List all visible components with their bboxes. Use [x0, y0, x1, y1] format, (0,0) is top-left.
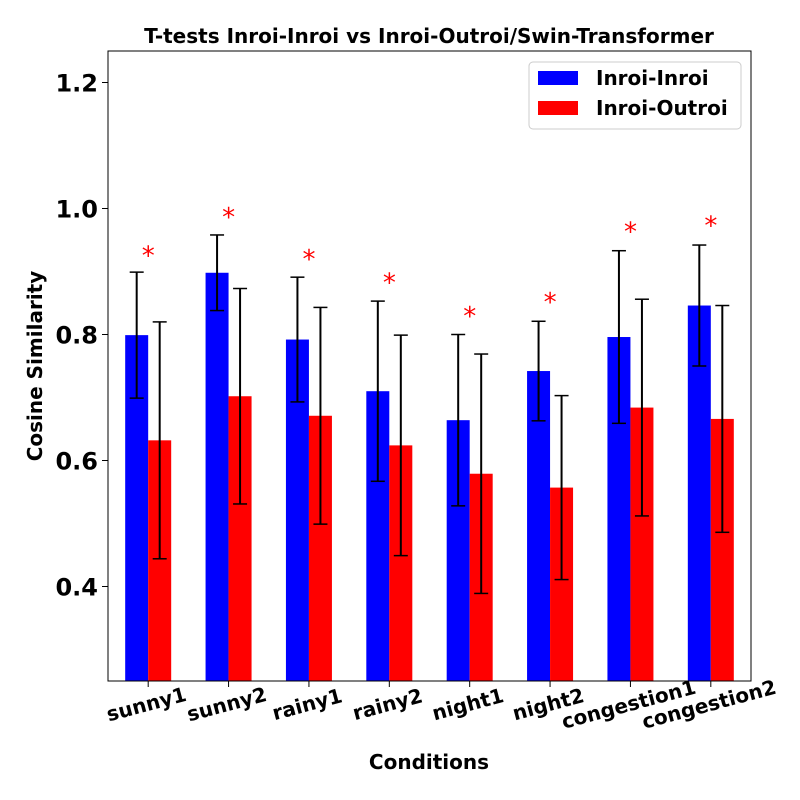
bar-inroi-outroi-congestion1: [630, 407, 654, 681]
significance-marker-night1: *: [463, 302, 476, 332]
bars-layer: [125, 272, 734, 681]
significance-marker-sunny2: *: [222, 203, 235, 233]
legend-swatch-inroi-outroi: [538, 101, 578, 115]
y-axis-label: Cosine Similarity: [23, 271, 47, 462]
errorbars-layer: [129, 234, 730, 595]
bar-inroi-outroi-rainy1: [308, 415, 332, 681]
significance-marker-sunny1: *: [142, 241, 155, 271]
significance-marker-rainy1: *: [302, 245, 315, 275]
bar-inroi-inroi-sunny2: [205, 272, 229, 681]
significance-marker-congestion2: *: [704, 212, 717, 242]
bar-inroi-outroi-night2: [550, 487, 574, 681]
significance-marker-congestion1: *: [624, 217, 637, 247]
legend-box: [528, 61, 742, 130]
y-axis: 0.4 0.6 0.8 1.0 1.2: [55, 70, 108, 602]
bar-inroi-inroi-rainy1: [285, 339, 309, 681]
x-axis-label: Conditions: [369, 750, 489, 774]
chart-title: T-tests Inroi-Inroi vs Inroi-Outroi/Swin…: [144, 24, 714, 48]
legend-swatch-inroi-inroi: [538, 71, 578, 85]
significance-marker-rainy2: *: [383, 268, 396, 298]
y-tick-label: 1.0: [55, 196, 98, 224]
y-tick-label: 0.6: [55, 448, 98, 476]
bar-inroi-outroi-congestion2: [710, 418, 734, 681]
bar-inroi-inroi-sunny1: [125, 335, 149, 681]
bar-inroi-inroi-rainy2: [366, 391, 390, 681]
bar-inroi-inroi-congestion2: [687, 305, 711, 681]
plot-frame: [107, 50, 752, 682]
y-tick-label: 1.2: [55, 70, 98, 98]
legend-label-inroi-outroi: Inroi-Outroi: [596, 96, 728, 120]
y-tick-label: 0.4: [55, 574, 98, 602]
y-tick-label: 0.8: [55, 322, 98, 350]
legend-label-inroi-inroi: Inroi-Inroi: [596, 66, 709, 90]
significance-layer: * * * * * * * *: [142, 203, 718, 332]
legend: Inroi-Inroi Inroi-Outroi: [528, 61, 742, 130]
bar-inroi-outroi-sunny1: [148, 440, 172, 681]
bar-inroi-inroi-night1: [446, 420, 470, 681]
bar-inroi-outroi-rainy2: [389, 445, 413, 681]
significance-marker-night2: *: [544, 288, 557, 318]
bar-inroi-inroi-night2: [527, 371, 551, 681]
bar-inroi-outroi-sunny2: [228, 396, 252, 681]
